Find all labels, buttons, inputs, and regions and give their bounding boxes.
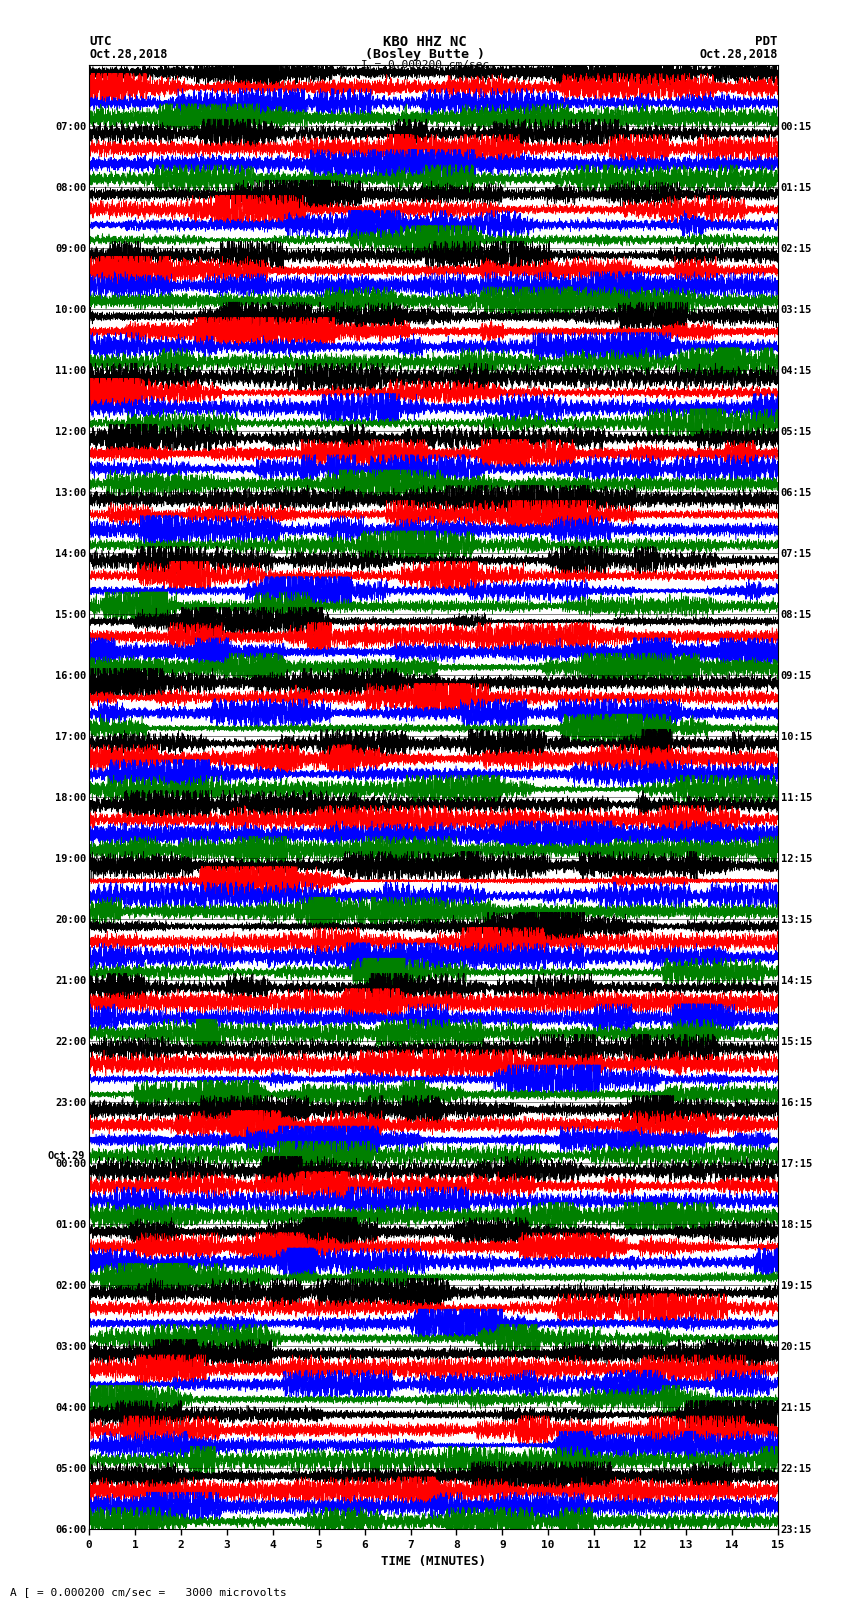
Text: Oct.28,2018: Oct.28,2018 (700, 48, 778, 61)
Text: KBO HHZ NC: KBO HHZ NC (383, 35, 467, 50)
Text: Oct.29: Oct.29 (48, 1152, 85, 1161)
Text: PDT: PDT (756, 35, 778, 48)
Text: UTC: UTC (89, 35, 111, 48)
Text: Oct.28,2018: Oct.28,2018 (89, 48, 167, 61)
Text: I = 0.000200 cm/sec: I = 0.000200 cm/sec (361, 60, 489, 69)
X-axis label: TIME (MINUTES): TIME (MINUTES) (381, 1555, 486, 1568)
Text: (Bosley Butte ): (Bosley Butte ) (365, 48, 485, 61)
Text: A [ = 0.000200 cm/sec =   3000 microvolts: A [ = 0.000200 cm/sec = 3000 microvolts (10, 1587, 287, 1597)
